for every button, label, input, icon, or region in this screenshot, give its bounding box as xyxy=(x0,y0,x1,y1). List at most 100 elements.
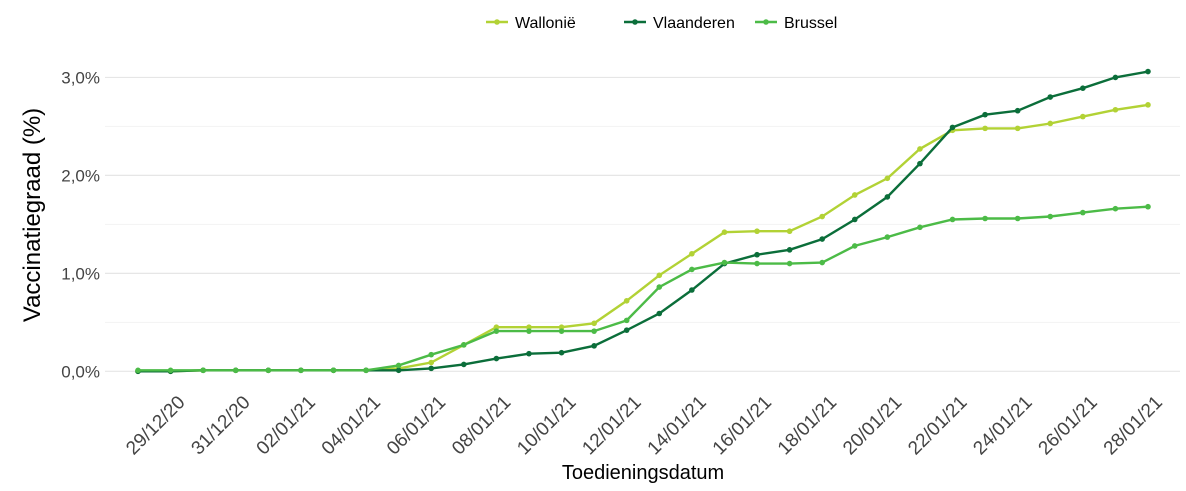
data-point xyxy=(982,111,988,118)
data-point xyxy=(754,251,760,258)
data-point xyxy=(982,125,988,132)
data-point xyxy=(395,362,402,369)
data-point xyxy=(265,367,272,374)
data-point xyxy=(786,247,793,253)
data-point xyxy=(330,367,337,374)
series-line xyxy=(138,103,1149,373)
x-tick-label: 06/01/21 xyxy=(383,392,450,459)
legend-swatch-dot xyxy=(763,19,769,25)
data-point xyxy=(689,287,695,293)
data-point xyxy=(851,243,858,249)
data-point xyxy=(884,175,891,182)
data-point xyxy=(167,367,174,374)
data-point xyxy=(1145,203,1151,210)
data-point xyxy=(298,367,304,374)
data-point xyxy=(591,343,597,349)
data-point xyxy=(428,365,435,372)
x-tick-label: 02/01/21 xyxy=(253,392,320,459)
data-point xyxy=(786,260,793,267)
y-tick-label: 1,0% xyxy=(61,264,100,283)
data-point xyxy=(558,349,565,356)
data-point xyxy=(558,328,565,334)
x-tick-label: 22/01/21 xyxy=(904,392,971,459)
data-point xyxy=(623,327,630,333)
data-point xyxy=(819,236,825,242)
data-point xyxy=(493,328,500,334)
data-point xyxy=(1112,106,1119,113)
data-point xyxy=(851,192,858,198)
x-tick-label: 16/01/21 xyxy=(709,392,776,459)
data-point xyxy=(1112,205,1119,212)
data-point xyxy=(591,328,597,334)
legend-label: Brussel xyxy=(784,15,837,32)
data-point xyxy=(461,342,467,348)
data-point xyxy=(526,328,532,334)
series-line xyxy=(138,70,1149,373)
data-point xyxy=(1145,102,1151,108)
data-point xyxy=(917,146,923,152)
data-point xyxy=(526,324,532,331)
data-point xyxy=(656,284,663,290)
data-point xyxy=(656,272,663,279)
data-point xyxy=(982,215,988,222)
x-tick-label: 24/01/21 xyxy=(969,392,1036,459)
x-tick-label: 31/12/20 xyxy=(188,392,255,459)
data-point xyxy=(395,367,402,374)
data-point xyxy=(493,324,500,331)
data-point xyxy=(623,297,630,304)
data-point xyxy=(1080,209,1086,216)
x-tick-label: 28/01/21 xyxy=(1100,392,1167,459)
data-point xyxy=(1047,120,1054,127)
data-point xyxy=(721,259,728,266)
data-point xyxy=(689,266,695,273)
data-point xyxy=(1014,215,1021,222)
data-point xyxy=(1145,68,1151,75)
data-point xyxy=(1014,125,1021,132)
data-point xyxy=(558,324,565,331)
data-point xyxy=(949,216,956,223)
data-point xyxy=(917,224,923,231)
y-tick-label: 2,0% xyxy=(61,166,100,185)
data-point xyxy=(754,260,760,267)
data-point xyxy=(656,310,663,317)
data-point xyxy=(1047,94,1054,100)
data-point xyxy=(1047,213,1054,220)
data-point xyxy=(949,124,956,131)
legend-label: Wallonië xyxy=(515,15,576,32)
x-tick-label: 18/01/21 xyxy=(774,392,841,459)
data-point xyxy=(1080,113,1086,120)
data-point xyxy=(526,350,532,357)
x-tick-label: 12/01/21 xyxy=(578,392,645,459)
x-tick-label: 08/01/21 xyxy=(448,392,515,459)
x-tick-label: 14/01/21 xyxy=(644,392,711,459)
data-point xyxy=(1112,74,1119,81)
data-point xyxy=(819,213,825,220)
data-point xyxy=(232,367,239,374)
data-point xyxy=(493,355,500,362)
data-point xyxy=(1014,107,1021,114)
legend-label: Vlaanderen xyxy=(653,15,735,32)
data-point xyxy=(786,228,793,235)
x-tick-label: 26/01/21 xyxy=(1035,392,1102,459)
data-point xyxy=(851,216,858,223)
data-point xyxy=(819,259,825,266)
data-point xyxy=(721,229,728,236)
legend-swatch-dot xyxy=(494,19,500,25)
x-axis-label: Toedieningsdatum xyxy=(562,462,724,484)
x-tick-label: 04/01/21 xyxy=(318,392,385,459)
data-point xyxy=(1080,85,1086,92)
data-point xyxy=(135,367,141,374)
data-point xyxy=(428,351,435,358)
x-tick-label: 29/12/20 xyxy=(122,392,189,459)
data-point xyxy=(200,367,206,374)
x-tick-label: 10/01/21 xyxy=(513,392,580,459)
data-point xyxy=(623,317,630,324)
data-point xyxy=(754,228,760,235)
data-point xyxy=(884,234,891,240)
y-tick-label: 3,0% xyxy=(61,68,100,87)
y-axis-label: Vaccinatiegraad (%) xyxy=(19,108,46,322)
data-point xyxy=(917,160,923,167)
legend-swatch-dot xyxy=(632,19,638,25)
data-point xyxy=(428,359,435,366)
